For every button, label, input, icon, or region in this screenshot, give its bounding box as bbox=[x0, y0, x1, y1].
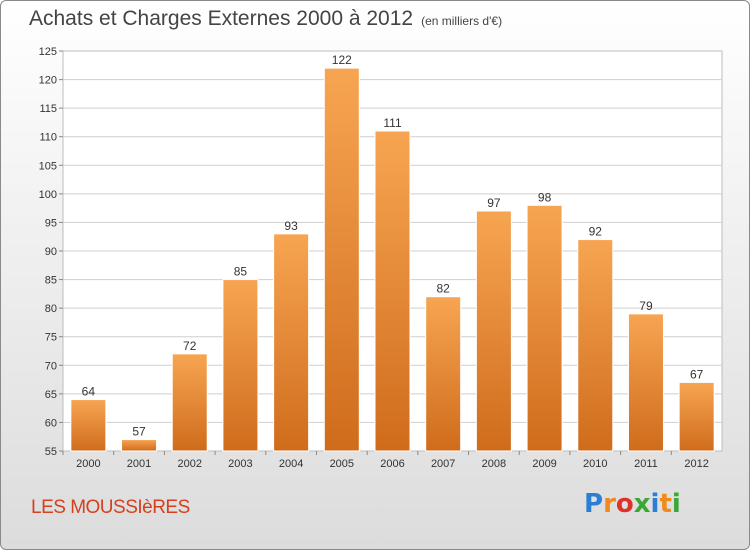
bar-value-label: 85 bbox=[234, 265, 248, 279]
x-axis: 2000 2001 2002 2003 2004 2005 2006 2007 2008 2009… bbox=[62, 451, 709, 470]
y-axis: 55 60 65 70 75 80 85 90 95 100 105 110 115 120 125 bbox=[39, 46, 63, 458]
y-tick-label: 80 bbox=[45, 303, 57, 315]
y-tick-label: 90 bbox=[45, 246, 57, 258]
x-tick-label: 2003 bbox=[228, 458, 252, 470]
y-tick-label: 70 bbox=[45, 360, 57, 372]
commune-name: LES MOUSSIèRES bbox=[31, 497, 190, 518]
bar-value-label: 57 bbox=[132, 425, 146, 439]
bar-2003 bbox=[222, 279, 259, 452]
chart-title: Achats et Charges Externes 2000 à 2012 (e… bbox=[29, 7, 502, 31]
x-tick-label: 2004 bbox=[279, 458, 303, 470]
bar-2001 bbox=[121, 439, 158, 452]
bar-value-label: 111 bbox=[383, 116, 402, 130]
logo-letter: x bbox=[633, 489, 651, 519]
bar-2012 bbox=[678, 381, 715, 452]
y-tick-label: 55 bbox=[45, 446, 57, 458]
x-tick-label: 2008 bbox=[482, 458, 506, 470]
bar-value-label: 82 bbox=[437, 282, 451, 296]
bar-2000 bbox=[70, 399, 107, 452]
y-tick-label: 110 bbox=[39, 132, 57, 144]
x-tick-label: 2009 bbox=[532, 458, 556, 470]
logo-letter: t bbox=[659, 489, 672, 519]
bar-2009 bbox=[526, 204, 563, 452]
x-tick-label: 2011 bbox=[634, 458, 658, 470]
bar-2004 bbox=[273, 233, 310, 452]
x-tick-label: 2010 bbox=[583, 458, 607, 470]
y-tick-label: 105 bbox=[39, 160, 57, 172]
bar-2008 bbox=[475, 210, 512, 452]
y-tick-label: 65 bbox=[45, 389, 57, 401]
y-tick-label: 75 bbox=[45, 332, 57, 344]
bar-2011 bbox=[627, 313, 664, 452]
bar-value-label: 72 bbox=[183, 339, 197, 353]
logo-letter: i bbox=[650, 489, 660, 519]
chart-subtitle: (en milliers d'€) bbox=[421, 14, 503, 28]
logo-letter: o bbox=[615, 489, 634, 519]
bar-2006 bbox=[374, 130, 411, 452]
x-tick-label: 2002 bbox=[177, 458, 201, 470]
y-tick-label: 95 bbox=[45, 217, 57, 229]
bar-value-label: 79 bbox=[639, 299, 653, 313]
bar-value-label: 67 bbox=[690, 367, 704, 381]
bar-2010 bbox=[577, 239, 614, 452]
logo-letter: i bbox=[671, 489, 681, 519]
bar-2005 bbox=[323, 67, 360, 452]
bar-2007 bbox=[425, 296, 462, 452]
bar-value-label: 98 bbox=[538, 190, 552, 204]
bars: 64 57 72 85 93 122 111 82 97 98 92 79 67 bbox=[70, 53, 715, 452]
y-tick-label: 125 bbox=[39, 46, 57, 58]
bar-value-label: 92 bbox=[589, 225, 603, 239]
x-tick-label: 2006 bbox=[380, 458, 404, 470]
bar-2002 bbox=[171, 353, 208, 452]
bar-value-label: 93 bbox=[284, 219, 298, 233]
y-tick-label: 120 bbox=[39, 75, 57, 87]
logo-letter: P bbox=[584, 489, 604, 519]
y-tick-label: 60 bbox=[45, 417, 57, 429]
bar-value-label: 122 bbox=[332, 53, 352, 67]
bar-value-label: 97 bbox=[487, 196, 501, 210]
x-tick-label: 2001 bbox=[127, 458, 151, 470]
proxiti-logo: Proxiti bbox=[584, 489, 681, 519]
y-tick-label: 85 bbox=[45, 275, 57, 287]
y-tick-label: 115 bbox=[39, 103, 57, 115]
x-tick-label: 2012 bbox=[684, 458, 708, 470]
chart-title-text: Achats et Charges Externes 2000 à 2012 bbox=[29, 7, 414, 30]
x-tick-label: 2007 bbox=[431, 458, 455, 470]
bar-value-label: 64 bbox=[82, 385, 96, 399]
y-tick-label: 100 bbox=[39, 189, 57, 201]
x-tick-label: 2005 bbox=[330, 458, 354, 470]
logo-letter: r bbox=[603, 489, 616, 519]
x-tick-label: 2000 bbox=[76, 458, 100, 470]
